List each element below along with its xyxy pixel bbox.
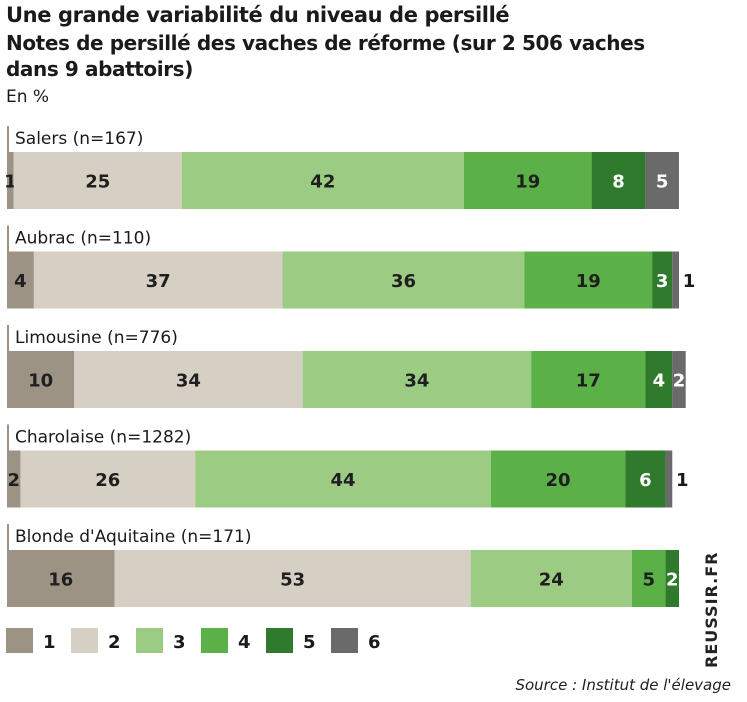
bar-segment [625, 450, 666, 508]
bar-segment [470, 550, 632, 607]
data-label: 44 [330, 470, 355, 491]
bar-segment [282, 251, 525, 309]
bar-segment [463, 152, 592, 209]
data-label: 24 [539, 570, 564, 591]
legend-swatch [71, 628, 98, 653]
category-label: Limousine (n=776) [15, 328, 178, 348]
bar-segment [531, 351, 646, 408]
data-label: 1 [683, 271, 696, 292]
data-label: 1 [676, 470, 689, 491]
bar-segment [645, 152, 679, 209]
bar-segment [490, 450, 626, 508]
chart-subtitle: Notes de persillé des vaches de réforme … [6, 31, 645, 81]
watermark: REUSSIR.FR [702, 551, 721, 668]
data-label: 34 [176, 371, 201, 392]
legend-swatch [6, 628, 33, 653]
bar-segment [645, 351, 673, 408]
data-label: 6 [639, 470, 652, 491]
bar-segment [631, 550, 666, 607]
legend-label: 2 [108, 632, 121, 653]
category-label: Aubrac (n=110) [15, 229, 151, 249]
data-label: 16 [48, 570, 73, 591]
data-label: 26 [95, 470, 120, 491]
bar-segment [7, 450, 21, 508]
data-label: 8 [612, 172, 625, 193]
data-label: 34 [404, 371, 429, 392]
data-label: 4 [653, 371, 666, 392]
legend-swatch [136, 628, 163, 653]
legend-label: 4 [238, 632, 251, 653]
bar-segment [524, 251, 653, 309]
category-label: Blonde d'Aquitaine (n=171) [15, 527, 251, 547]
data-label: 5 [656, 172, 669, 193]
chart-title: Une grande variabilité du niveau de pers… [6, 3, 510, 27]
bar-segment [652, 251, 673, 309]
data-label: 1 [4, 172, 17, 193]
bar-segment [7, 251, 34, 309]
data-label: 20 [546, 470, 571, 491]
unit-label: En % [6, 87, 50, 107]
category-label: Salers (n=167) [15, 129, 143, 149]
bar-segment [33, 251, 283, 309]
bar-segment [665, 550, 679, 607]
data-label: 25 [85, 172, 110, 193]
bar-segment [672, 251, 679, 309]
legend-label: 6 [368, 632, 381, 653]
legend-swatch [266, 628, 293, 653]
data-label: 36 [391, 271, 416, 292]
bar-segment [114, 550, 471, 607]
data-label: 4 [14, 271, 27, 292]
data-label: 17 [576, 371, 601, 392]
bar-segment [302, 351, 532, 408]
legend-swatch [331, 628, 358, 653]
bar-segment [20, 450, 196, 508]
bar-segment [195, 450, 491, 508]
bar-segment [665, 450, 673, 508]
bar-segment [7, 152, 14, 209]
data-label: 42 [310, 172, 335, 193]
legend-swatch [201, 628, 228, 653]
source-note: Source : Institut de l'élevage [515, 676, 731, 694]
bar-segment [181, 152, 464, 209]
data-label: 2 [7, 470, 20, 491]
legend-label: 1 [43, 632, 56, 653]
data-label: 10 [28, 371, 53, 392]
data-label: 37 [146, 271, 171, 292]
data-label: 2 [673, 371, 686, 392]
data-label: 3 [656, 271, 669, 292]
bar-segment [591, 152, 646, 209]
category-label: Charolaise (n=1282) [15, 428, 191, 448]
legend-label: 3 [173, 632, 186, 653]
bar-segment [13, 152, 182, 209]
bar-segment [7, 351, 75, 408]
data-label: 2 [666, 570, 679, 591]
legend-label: 5 [303, 632, 316, 653]
data-label: 19 [576, 271, 601, 292]
bar-segment [672, 351, 686, 408]
data-label: 53 [280, 570, 305, 591]
data-label: 5 [642, 570, 655, 591]
bar-segment [7, 550, 115, 607]
data-label: 19 [515, 172, 540, 193]
bar-segment [74, 351, 303, 408]
